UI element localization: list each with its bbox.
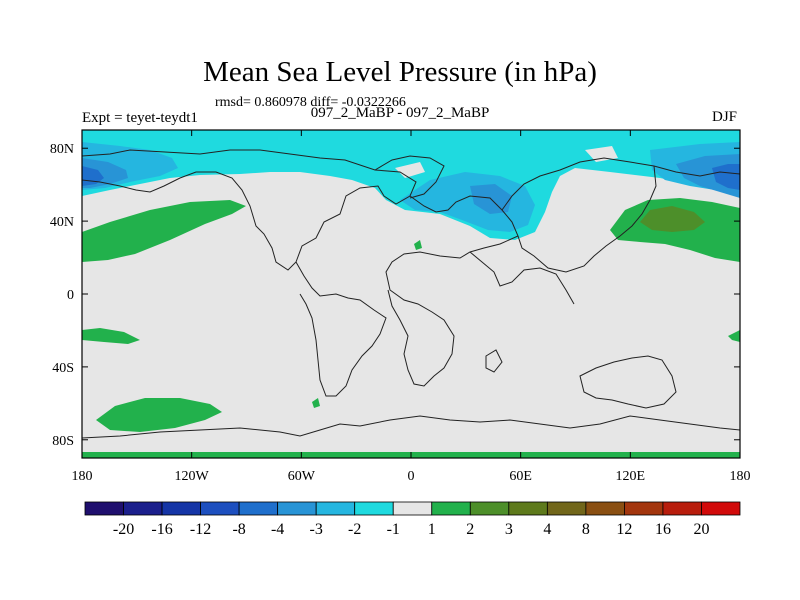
anomaly-region-southern-ocean bbox=[96, 398, 222, 432]
colorbar-box-14 bbox=[624, 501, 664, 516]
coastline-arabia-india bbox=[469, 251, 575, 305]
colorbar-label-3: -8 bbox=[232, 521, 245, 538]
coastline-island bbox=[485, 349, 503, 373]
colorbar-box-9 bbox=[431, 501, 471, 516]
anomaly-region-small-positive bbox=[414, 240, 422, 250]
colorbar-box-0 bbox=[84, 501, 124, 516]
colorbar-label-8: 1 bbox=[428, 521, 436, 538]
experiment-label: Expt = teyet-teydt1 bbox=[82, 110, 198, 126]
season-label: DJF bbox=[712, 109, 738, 125]
colorbar-box-15 bbox=[662, 501, 702, 516]
x-tick-label-0: 180 bbox=[72, 469, 93, 484]
colorbar-label-13: 12 bbox=[616, 521, 632, 538]
x-tick-label-2: 60W bbox=[288, 469, 316, 484]
anomaly-region-eurasia bbox=[400, 172, 535, 232]
x-tick-label-4: 60E bbox=[509, 469, 532, 484]
coastline-south-america bbox=[295, 261, 387, 397]
coastline-antarctica bbox=[82, 415, 740, 439]
anomaly-region-south-small bbox=[312, 398, 320, 408]
colorbar-label-7: -1 bbox=[387, 521, 400, 538]
colorbar-label-0: -20 bbox=[113, 521, 134, 538]
colorbar-box-11 bbox=[508, 501, 548, 516]
colorbar-box-2 bbox=[161, 501, 201, 516]
x-tick-label-5: 120E bbox=[616, 469, 646, 484]
y-tick-label-1: 40N bbox=[50, 215, 74, 230]
colorbar-label-2: -12 bbox=[190, 521, 211, 538]
coastline-australia bbox=[579, 355, 677, 409]
colorbar-label-15: 20 bbox=[693, 521, 709, 538]
colorbar-box-4 bbox=[238, 501, 279, 516]
coastlines bbox=[82, 149, 740, 439]
x-axis: 180 120W 60W 0 60E 120E 180 bbox=[72, 130, 751, 484]
colorbar-box-8 bbox=[392, 501, 433, 516]
anomaly-gap-siberia bbox=[585, 146, 618, 162]
anomaly-layer bbox=[82, 130, 740, 458]
colorbar-label-1: -16 bbox=[151, 521, 172, 538]
anomaly-region-east-pacific-c bbox=[712, 164, 740, 190]
colorbar-box-3 bbox=[200, 501, 240, 516]
colorbar-box-1 bbox=[123, 501, 163, 516]
y-tick-label-2: 0 bbox=[67, 288, 74, 303]
y-tick-label-4: 80S bbox=[52, 434, 74, 449]
x-tick-label-1: 120W bbox=[175, 469, 210, 484]
colorbar-label-11: 4 bbox=[543, 521, 551, 538]
anomaly-region-arctic-band bbox=[82, 130, 740, 240]
colorbar-box-16 bbox=[701, 501, 741, 516]
colorbar-label-5: -3 bbox=[310, 521, 323, 538]
stats-label: rmsd= 0.860978 diff= -0.0322266 bbox=[215, 95, 406, 110]
colorbar: -20 -16 -12 -8 -4 -3 -2 -1 1 2 3 4 8 12 16 20 bbox=[84, 501, 741, 538]
y-tick-label-0: 80N bbox=[50, 142, 74, 157]
y-tick-label-3: 40S bbox=[52, 361, 74, 376]
coastline-asia bbox=[501, 157, 740, 211]
anomaly-region-north-pacific-core bbox=[640, 206, 705, 232]
colorbar-label-4: -4 bbox=[271, 521, 284, 538]
colorbar-label-10: 3 bbox=[505, 521, 513, 538]
coastline-greenland bbox=[374, 155, 445, 199]
colorbar-label-14: 16 bbox=[655, 521, 671, 538]
colorbar-box-12 bbox=[546, 501, 587, 516]
coastline-north-america bbox=[82, 149, 417, 271]
coastline-east-asia bbox=[517, 165, 657, 273]
chart-title: Mean Sea Level Pressure (in hPa) bbox=[203, 56, 597, 88]
y-axis: 80N 40N 0 40S 80S bbox=[50, 142, 740, 449]
colorbar-box-5 bbox=[277, 501, 317, 516]
colorbar-box-13 bbox=[585, 501, 625, 516]
colorbar-label-12: 8 bbox=[582, 521, 590, 538]
colorbar-label-9: 2 bbox=[466, 521, 474, 538]
colorbar-box-6 bbox=[315, 501, 356, 516]
colorbar-box-7 bbox=[354, 501, 394, 516]
x-tick-label-3: 0 bbox=[408, 469, 415, 484]
anomaly-region-south-subtropical-west bbox=[82, 328, 140, 344]
coastline-europe-africa bbox=[385, 195, 519, 387]
anomaly-region-south-subtropical-east bbox=[728, 330, 740, 342]
colorbar-box-10 bbox=[469, 501, 510, 516]
x-tick-label-6: 180 bbox=[730, 469, 751, 484]
anomaly-region-north-pacific-west bbox=[82, 200, 246, 262]
colorbar-label-6: -2 bbox=[348, 521, 361, 538]
experiment-names-label: 097_2_MaBP - 097_2_MaBP bbox=[310, 105, 490, 121]
